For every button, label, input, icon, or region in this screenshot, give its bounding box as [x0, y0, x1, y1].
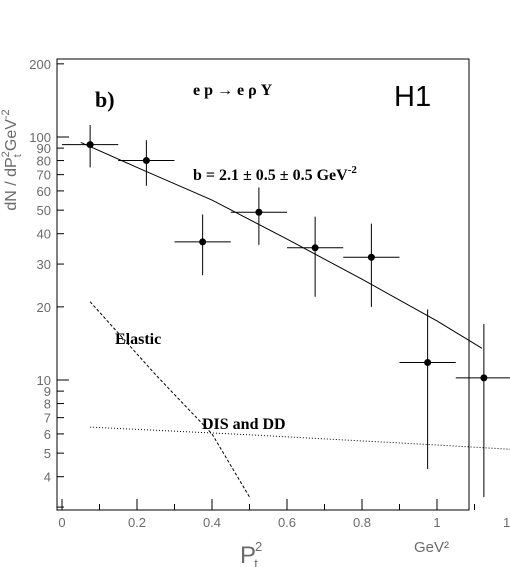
fit-curve	[80, 141, 483, 349]
y-tick-label: 9	[44, 384, 51, 399]
data-point	[118, 140, 175, 186]
y-tick-label: 80	[37, 154, 51, 169]
data-marker	[424, 359, 432, 367]
y-axis-title-main: dN / dP	[3, 157, 20, 210]
fit-result-unit-exponent: -2	[348, 164, 358, 176]
x-axis-unit: GeV²	[414, 539, 449, 556]
y-tick-label: 50	[37, 203, 51, 218]
data-marker	[255, 208, 263, 216]
data-point	[62, 125, 119, 168]
y-axis-title: dN / dP2t GeV-2	[0, 109, 24, 210]
x-axis-title-superscript: 2	[255, 539, 262, 554]
y-tick-label: 4	[44, 470, 51, 485]
x-axis-title-subscript: t	[254, 556, 258, 567]
data-marker	[142, 157, 150, 165]
fit-result-value: b = 2.1 ± 0.5 ± 0.5 GeV	[193, 167, 348, 184]
y-tick-label: 100	[29, 130, 51, 145]
y-tick-label: 20	[37, 300, 51, 315]
data-point	[174, 214, 231, 276]
elastic-curve	[89, 301, 250, 498]
x-tick-label: 1.2	[503, 515, 510, 530]
data-point	[287, 216, 344, 297]
data-point	[399, 309, 456, 470]
fit-result-label: b = 2.1 ± 0.5 ± 0.5 GeV-2	[193, 164, 357, 184]
data-marker	[311, 244, 319, 252]
curves	[80, 141, 510, 498]
panel-label: b)	[95, 87, 115, 112]
x-axis-title-main: P	[240, 542, 256, 567]
y-tick-label: 10	[37, 373, 51, 388]
data-point	[455, 324, 510, 498]
data-point	[230, 187, 287, 245]
y-tick-label: 7	[44, 411, 51, 426]
x-tick-label: 0.2	[128, 515, 146, 530]
data-point	[343, 223, 400, 307]
x-tick-label: 0.6	[278, 515, 296, 530]
data-points	[62, 125, 510, 498]
y-tick-label: 8	[44, 397, 51, 412]
dis-label: DIS and DD	[202, 416, 286, 433]
x-axis-title: P2 t	[240, 539, 262, 567]
y-tick-label: 40	[37, 227, 51, 242]
y-tick-label: 200	[29, 57, 51, 72]
experiment-label: H1	[394, 81, 431, 113]
x-tick-label: 1	[433, 515, 440, 530]
y-tick-label: 60	[37, 184, 51, 199]
y-tick-label: 70	[37, 168, 51, 183]
data-marker	[199, 238, 207, 246]
y-tick-label: 30	[37, 257, 51, 272]
dis-dd-curve	[90, 426, 510, 450]
x-tick-label: 0.8	[353, 515, 371, 530]
y-tick-label: 5	[44, 446, 51, 461]
data-marker	[367, 253, 375, 261]
plot-frame	[56, 58, 470, 511]
x-tick-label: 0	[58, 515, 65, 530]
y-tick-label: 90	[37, 141, 51, 156]
x-tick-label: 0.4	[203, 515, 221, 530]
y-axis-title-unit-exponent: -2	[0, 109, 12, 119]
data-marker	[480, 374, 488, 382]
elastic-label: Elastic	[115, 331, 161, 348]
y-axis-title-subscript: t	[12, 154, 24, 157]
x-axis-ticks: 00.20.40.60.811.21.4	[58, 499, 510, 530]
y-axis-title-unit: GeV	[3, 119, 20, 151]
y-tick-label: 6	[44, 427, 51, 442]
data-marker	[86, 141, 94, 149]
reaction-label: e p → e ρ Y	[193, 82, 273, 99]
y-axis-title-superscript: 2	[0, 151, 12, 157]
